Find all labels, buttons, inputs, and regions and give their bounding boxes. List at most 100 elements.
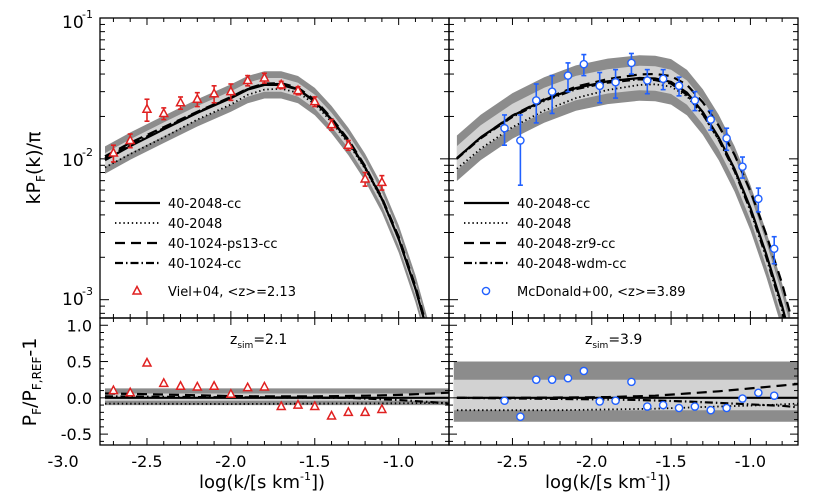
ytick-label-exp: -3 (82, 285, 93, 298)
data-point-triangle (208, 380, 220, 390)
xlabel-right-main: log(k/[s km (545, 472, 646, 493)
xtick-label: -2.0 (576, 452, 607, 471)
xlabel-right-sup: -1 (646, 470, 657, 483)
legend-label: 40-2048 (168, 217, 222, 232)
ytick-label: -0.5 (61, 425, 92, 444)
data-point-triangle (192, 380, 203, 391)
xtick-label: -2.0 (215, 452, 246, 471)
ytick-label-base: 10 (62, 13, 84, 33)
legend-label: 40-2048-zr9-cc (517, 237, 615, 252)
data-point-triangle (359, 406, 371, 417)
ylabel-top-rest: (k)/π (23, 131, 45, 175)
data-point-triangle (124, 134, 136, 145)
zsim-right-sub: sim (592, 341, 608, 351)
svg-text:zsim=3.9: zsim=3.9 (585, 332, 642, 351)
data-point-triangle (175, 96, 186, 107)
series-line-40-2048-zr9-cc (456, 382, 798, 399)
data-point-triangle (141, 103, 153, 113)
band-inner (456, 65, 789, 318)
panel-frame-top-left (99, 17, 450, 319)
data-point-circle (722, 403, 731, 413)
data-point-circle (690, 402, 700, 411)
zsim-left-value: =2.1 (253, 332, 287, 348)
legend-label: 40-1024-cc (168, 257, 241, 272)
data-point-circle (627, 377, 636, 387)
ytick-label: 0.0 (67, 389, 92, 408)
data-point-circle (595, 81, 605, 91)
ylabel-bottom-sub2: F,REF (30, 356, 44, 390)
data-point-circle (579, 366, 589, 376)
ylabel-top-main: kP (23, 182, 45, 204)
ytick-label-1e-2: 10 -2 (62, 146, 93, 171)
xtick-label: -3.0 (47, 452, 78, 471)
panel-top-right (456, 52, 792, 318)
svg-text:log(k/[s km-1]): log(k/[s km-1]) (199, 470, 325, 493)
data-point-circle (516, 412, 525, 421)
data-point-triangle (108, 384, 119, 395)
data-point-circle (658, 74, 668, 84)
data-point-triangle (343, 406, 354, 417)
svg-text:zsim=2.1: zsim=2.1 (230, 332, 287, 351)
data-point-circle (658, 400, 668, 410)
zsim-annotation-left: zsim=2.1 (230, 332, 287, 351)
data-point-triangle (259, 71, 270, 82)
data-point-circle (706, 405, 716, 415)
xlabel-right: log(k/[s km-1]) (545, 470, 671, 493)
ylabel-bottom-sub1: F (30, 408, 44, 415)
ylabel-top-sub: F (34, 175, 48, 182)
xlabel-left: log(k/[s km-1]) (199, 470, 325, 493)
data-point-triangle (309, 400, 321, 411)
ytick-label-1e-1: 10 -1 (62, 8, 93, 33)
data-point-triangle (259, 380, 270, 391)
data-point-circle (531, 96, 541, 105)
legend-label: McDonald+00, <z>=3.89 (517, 285, 686, 300)
data-point-triangle (376, 176, 388, 187)
ylabel-bottom-mid: /P (19, 390, 41, 408)
series-line-40-2048 (456, 83, 787, 318)
band-inner (453, 379, 798, 411)
data-point-circle (563, 373, 573, 383)
panel-top-left (104, 71, 428, 318)
data-point-triangle (292, 84, 304, 95)
legend-marker-circle (481, 286, 491, 296)
xtick-label: -1.5 (655, 452, 686, 471)
data-point-circle (642, 76, 652, 85)
legend-label: 40-2048-cc (168, 197, 241, 212)
data-point-triangle (359, 172, 371, 183)
data-point-triangle (124, 386, 136, 397)
zsim-right-z: z (585, 332, 592, 348)
ytick-label-exp: -2 (82, 146, 93, 159)
panel-bottom-left (104, 356, 449, 420)
legend-label: Viel+04, <z>=2.13 (168, 285, 296, 300)
data-point-circle (595, 397, 605, 406)
data-point-triangle (292, 398, 304, 409)
ylabel-bottom: PF/PF,REF-1 (19, 338, 44, 427)
data-point-triangle (192, 93, 203, 103)
svg-text:log(k/[s km-1]): log(k/[s km-1]) (545, 470, 671, 493)
data-point-triangle (225, 388, 237, 398)
data-point-circle (674, 81, 684, 91)
zsim-left-sub: sim (237, 341, 253, 351)
data-point-circle (531, 375, 541, 384)
xtick-label: -1.0 (735, 452, 766, 471)
panel-bottom-right (453, 361, 798, 422)
data-point-triangle (309, 95, 321, 106)
ytick-label: 1.0 (67, 316, 92, 335)
data-point-circle (769, 244, 779, 254)
legend-marker-triangle (131, 284, 143, 295)
data-point-circle (547, 87, 557, 96)
data-point-triangle (158, 377, 170, 388)
xlabel-right-rest: ]) (657, 472, 671, 493)
data-point-triangle (275, 78, 287, 89)
data-point-circle (611, 77, 620, 87)
data-point-circle (754, 194, 763, 204)
band-inner (105, 78, 426, 318)
data-point-circle (722, 133, 731, 143)
legend-label: 40-1024-ps13-cc (168, 237, 278, 252)
legend-label: 40-2048 (517, 217, 571, 232)
data-point-triangle (175, 380, 186, 390)
data-point-triangle (108, 146, 119, 157)
ylabel-top: kPF(k)/π (23, 131, 48, 204)
xlabel-left-rest: ]) (311, 472, 325, 493)
